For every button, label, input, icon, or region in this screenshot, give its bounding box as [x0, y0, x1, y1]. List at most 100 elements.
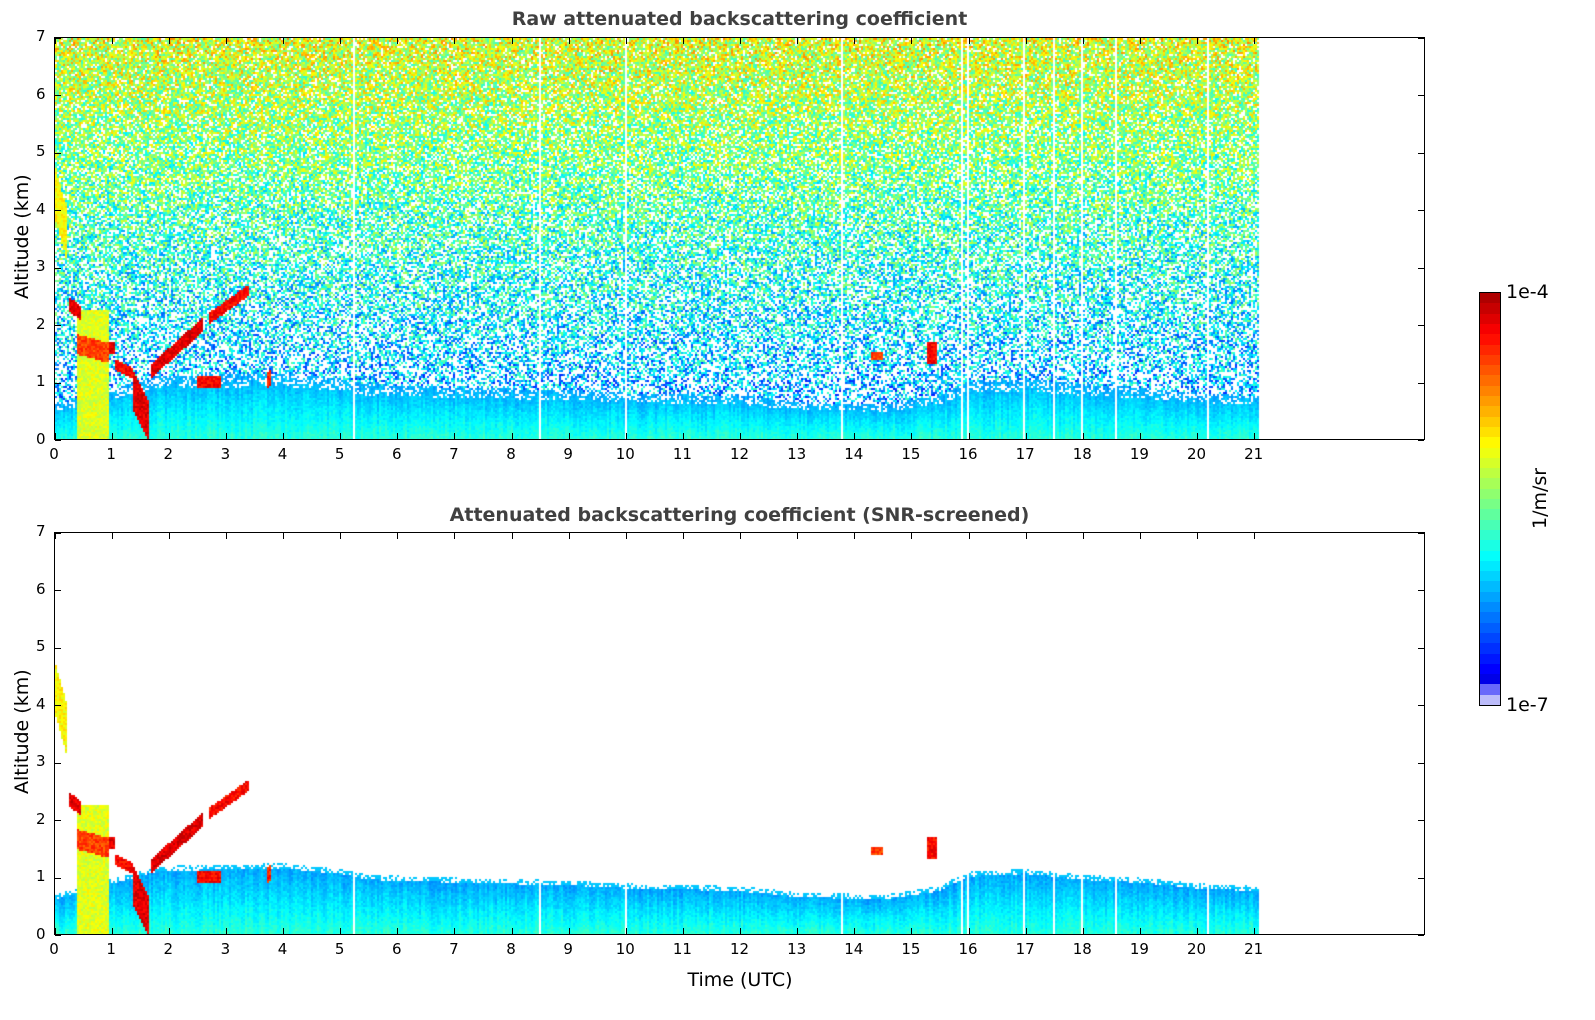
- y-tick: [1418, 877, 1424, 879]
- x-tick: [111, 38, 113, 44]
- x-tick-label: 17: [1015, 940, 1035, 958]
- x-tick: [911, 533, 913, 539]
- colorbar-step: [1480, 571, 1500, 582]
- x-tick-label: 19: [1129, 940, 1149, 958]
- y-tick: [55, 590, 61, 592]
- x-tick-label: 11: [672, 940, 692, 958]
- colorbar-step: [1480, 437, 1500, 448]
- y-tick: [55, 382, 61, 384]
- top-heatmap-axes: [54, 37, 1425, 441]
- x-tick: [968, 433, 970, 439]
- colorbar-min-label: 1e-7: [1506, 694, 1549, 716]
- colorbar: [1479, 292, 1501, 706]
- y-tick: [1418, 820, 1424, 822]
- y-tick-label: 6: [36, 579, 46, 598]
- y-tick: [1418, 37, 1424, 39]
- x-tick: [854, 928, 856, 934]
- y-tick: [1418, 439, 1424, 441]
- x-tick: [397, 38, 399, 44]
- x-tick-label: 12: [729, 940, 750, 958]
- x-tick: [283, 433, 284, 439]
- colorbar-step: [1480, 293, 1500, 304]
- colorbar-step: [1480, 334, 1500, 345]
- x-tick: [511, 433, 513, 439]
- x-tick: [225, 928, 227, 934]
- x-tick: [568, 533, 570, 539]
- x-tick-label: 8: [506, 940, 516, 958]
- x-tick: [625, 928, 627, 934]
- bottom-y-axis-label: Altitude (km): [11, 669, 33, 794]
- x-tick: [340, 533, 342, 539]
- y-tick: [55, 37, 61, 39]
- colorbar-step: [1480, 478, 1500, 489]
- x-tick-label: 13: [787, 940, 807, 958]
- x-tick-label: 20: [1186, 445, 1207, 463]
- colorbar-step: [1480, 591, 1500, 602]
- y-tick: [1418, 95, 1424, 97]
- x-tick: [797, 433, 799, 439]
- x-tick: [54, 533, 56, 539]
- y-tick-label: 4: [36, 694, 46, 713]
- colorbar-step: [1480, 396, 1500, 407]
- x-tick: [968, 38, 970, 44]
- x-tick-label: 16: [958, 940, 978, 958]
- x-tick: [1197, 433, 1198, 439]
- x-axis-label: Time (UTC): [687, 969, 793, 991]
- x-tick: [1082, 38, 1084, 44]
- x-tick: [454, 928, 456, 934]
- x-tick: [54, 433, 56, 439]
- x-tick-label: 6: [391, 445, 402, 463]
- colorbar-step: [1480, 663, 1500, 675]
- x-tick-label: 10: [615, 940, 635, 958]
- x-tick-label: 3: [220, 940, 231, 958]
- colorbar-step: [1480, 457, 1500, 469]
- x-tick: [1082, 433, 1084, 439]
- colorbar-step: [1480, 632, 1500, 644]
- y-tick: [55, 647, 61, 649]
- x-tick: [168, 928, 170, 934]
- y-tick: [1418, 210, 1424, 212]
- colorbar-step: [1480, 406, 1500, 417]
- x-tick-label: 14: [844, 445, 864, 463]
- colorbar-step: [1480, 344, 1500, 355]
- x-tick: [283, 533, 284, 539]
- x-tick: [283, 928, 284, 934]
- x-tick-label: 2: [163, 445, 174, 463]
- y-tick: [55, 532, 61, 534]
- x-tick-label: 18: [1072, 940, 1092, 958]
- x-tick: [111, 928, 113, 934]
- x-tick: [1082, 928, 1084, 934]
- colorbar-step: [1480, 354, 1500, 366]
- x-tick-label: 16: [958, 445, 978, 463]
- y-tick-label: 3: [36, 752, 46, 771]
- y-tick: [55, 210, 61, 212]
- y-tick: [1418, 705, 1424, 707]
- x-tick: [225, 533, 227, 539]
- colorbar-step: [1480, 602, 1500, 613]
- x-tick: [682, 928, 684, 934]
- x-tick: [682, 533, 684, 539]
- x-tick-label: 10: [615, 445, 635, 463]
- x-tick-label: 9: [563, 940, 573, 958]
- x-tick-label: 4: [277, 940, 288, 958]
- x-tick: [283, 38, 284, 44]
- x-tick: [1139, 928, 1141, 934]
- colorbar-step: [1480, 694, 1500, 705]
- x-tick: [1254, 433, 1256, 439]
- x-tick: [454, 433, 456, 439]
- x-tick-label: 17: [1015, 445, 1035, 463]
- y-tick-label: 6: [36, 84, 46, 103]
- x-tick-label: 0: [49, 940, 59, 958]
- colorbar-step: [1480, 560, 1500, 572]
- x-tick: [625, 38, 627, 44]
- x-tick-label: 5: [334, 940, 345, 958]
- x-tick: [168, 533, 170, 539]
- x-tick: [740, 433, 741, 439]
- x-tick: [340, 433, 342, 439]
- colorbar-step: [1480, 488, 1500, 499]
- x-tick-label: 21: [1244, 940, 1264, 958]
- x-tick: [1197, 928, 1198, 934]
- x-tick: [454, 533, 456, 539]
- colorbar-step: [1480, 375, 1500, 386]
- x-tick: [1025, 928, 1027, 934]
